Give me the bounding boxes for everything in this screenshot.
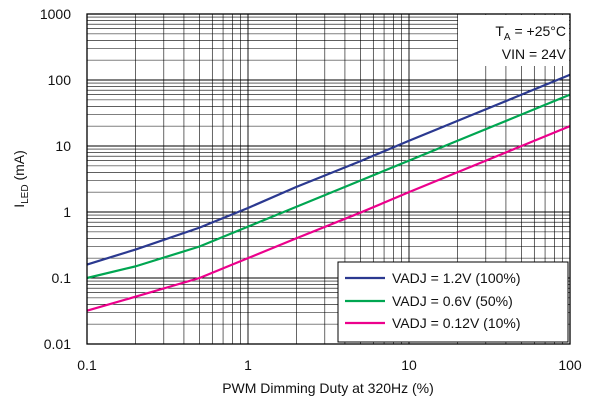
x-tick-label: 0.1: [77, 357, 97, 373]
y-tick-label: 10: [55, 138, 71, 154]
x-tick-labels: 0.1 1 10 100: [77, 357, 582, 373]
series-line-3: [86, 125, 571, 312]
y-axis-label-subscript: LED: [20, 184, 31, 203]
ta-value: = +25°C: [511, 23, 566, 39]
series-line-1: [86, 73, 571, 266]
legend-label-3: VADJ = 0.12V (10%): [392, 315, 521, 331]
series-lines: [86, 73, 571, 312]
y-tick-label: 100: [48, 72, 72, 88]
input-voltage-label: VIN = 24V: [502, 46, 567, 62]
x-tick-label: 10: [401, 357, 417, 373]
legend-label-1: VADJ = 1.2V (100%): [392, 270, 521, 286]
legend: VADJ = 1.2V (100%) VADJ = 0.6V (50%) VAD…: [337, 261, 569, 343]
y-axis-label-main: I: [11, 204, 27, 208]
conditions-box-background: [458, 15, 569, 66]
plot-frame: [86, 13, 571, 345]
y-tick-label: 1: [63, 204, 71, 220]
legend-label-2: VADJ = 0.6V (50%): [392, 293, 513, 309]
y-tick-label: 0.01: [44, 336, 71, 352]
y-axis-label-unit: (mA): [11, 150, 27, 184]
y-tick-label: 0.1: [52, 270, 72, 286]
ta-subscript: A: [504, 32, 511, 43]
y-tick-labels: 1000 100 10 1 0.1 0.01: [40, 6, 71, 352]
series-line-2: [86, 93, 571, 280]
x-tick-label: 1: [244, 357, 252, 373]
x-tick-label: 100: [558, 357, 582, 373]
ta-main: T: [495, 23, 504, 39]
conditions-box: TA = +25°C VIN = 24V: [458, 15, 569, 66]
ambient-temperature-label: TA = +25°C: [495, 23, 566, 43]
y-axis-label: ILED (mA): [11, 150, 31, 208]
x-axis-label: PWM Dimming Duty at 320Hz (%): [222, 380, 434, 396]
y-tick-label: 1000: [40, 6, 71, 22]
